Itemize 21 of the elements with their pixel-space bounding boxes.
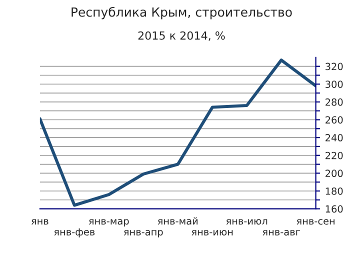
- y-tick-label: 260: [326, 116, 343, 124]
- y-tick-label: 220: [326, 152, 343, 160]
- chart-subtitle: 2015 к 2014, %: [138, 31, 225, 41]
- x-tick-label: янв-авг: [262, 230, 300, 236]
- x-tick-label: янв-май: [158, 217, 198, 225]
- x-tick-label: янв-фев: [54, 228, 95, 238]
- y-tick-label: 280: [326, 98, 343, 106]
- chart-title: Республика Крым, строительство: [72, 6, 292, 20]
- x-tick-label: янв-июл: [226, 219, 268, 225]
- y-tick-label: 320: [326, 62, 343, 70]
- x-tick-label: янв: [32, 219, 48, 225]
- y-tick-label: 300: [326, 80, 343, 88]
- y-tick-label: 240: [326, 134, 343, 142]
- x-tick-label: янв-мар: [89, 219, 129, 227]
- line-series: [40, 58, 316, 207]
- x-tick-label: янв-апр: [124, 230, 163, 238]
- y-tick-label: 200: [326, 170, 343, 178]
- x-tick-label: янв-сен: [296, 219, 334, 225]
- x-tick-label: янв-июн: [192, 230, 233, 236]
- y-tick-label: 160: [326, 205, 343, 213]
- y-tick-label: 180: [326, 187, 343, 195]
